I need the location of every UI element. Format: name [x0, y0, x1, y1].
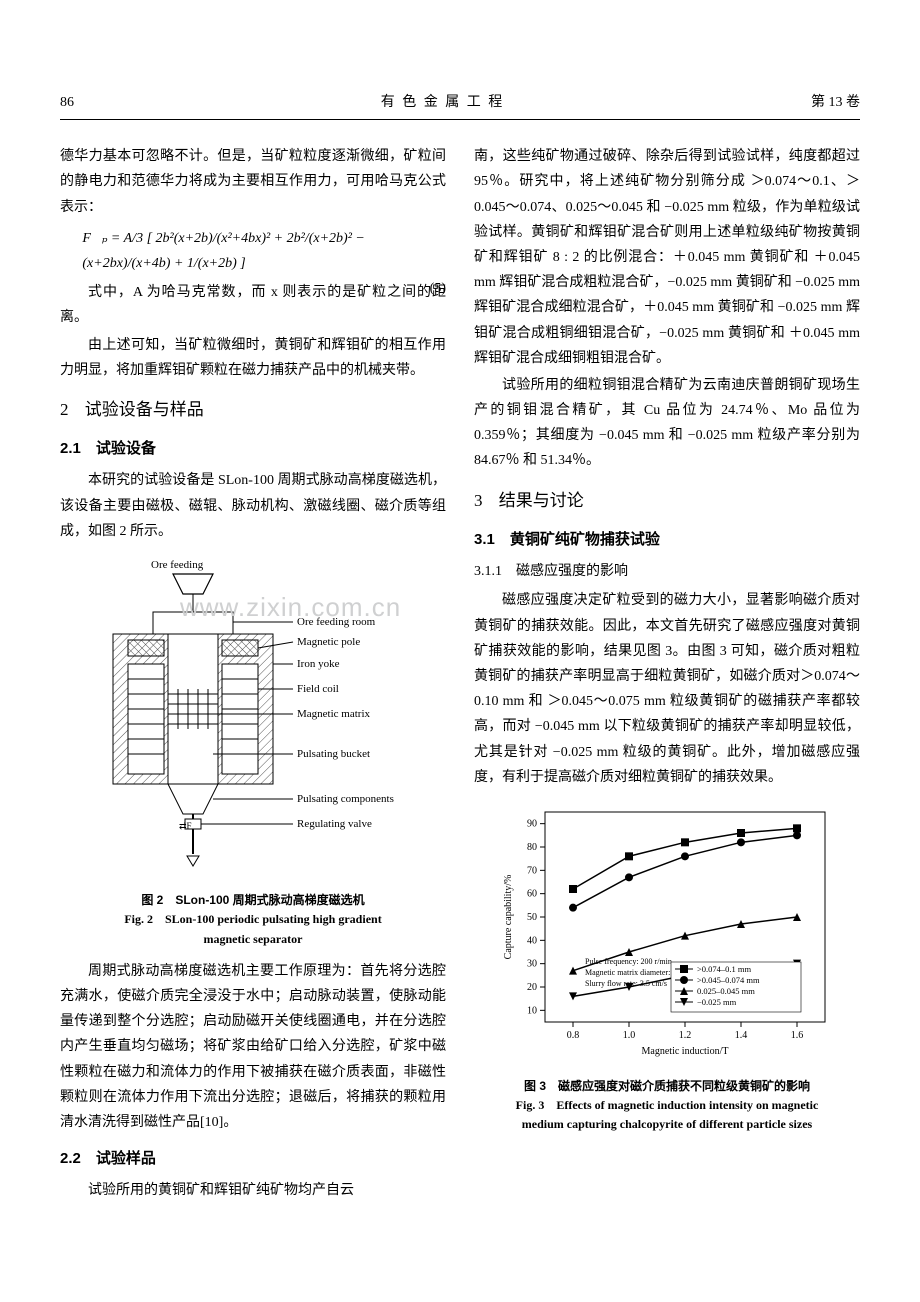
svg-text:1.6: 1.6: [791, 1030, 804, 1041]
fig2-label-3: Iron yoke: [297, 658, 340, 670]
caption-en-1: Fig. 3 Effects of magnetic induction int…: [474, 1096, 860, 1115]
caption-en-2: medium capturing chalcopyrite of differe…: [474, 1115, 860, 1134]
fig2-label-5: Magnetic matrix: [297, 708, 371, 720]
svg-text:1.2: 1.2: [679, 1030, 692, 1041]
fig2-label-0: Ore feeding: [151, 559, 204, 571]
svg-text:70: 70: [527, 865, 537, 876]
svg-text:40: 40: [527, 935, 537, 946]
figure-3: 0.8 1.0 1.2 1.4 1.6 10 20 30 40 50 60 70 80 90 Magneti…: [474, 800, 860, 1135]
figure-2-caption: 图 2 SLon-100 周期式脉动高梯度磁选机 Fig. 2 SLon-100…: [60, 891, 446, 949]
figure-3-caption: 图 3 磁感应强度对磁介质捕获不同粒级黄铜矿的影响 Fig. 3 Effects…: [474, 1077, 860, 1135]
paragraph: 本研究的试验设备是 SLon-100 周期式脉动高梯度磁选机，该设备主要由磁极、…: [60, 468, 446, 544]
subsection-3-1-heading: 3.1 黄铜矿纯矿物捕获试验: [474, 526, 860, 553]
section-2-heading: 2 试验设备与样品: [60, 395, 446, 426]
caption-cn: 图 2 SLon-100 周期式脉动高梯度磁选机: [60, 891, 446, 910]
right-column: 南，这些纯矿物通过破碎、除杂后得到试验试样，纯度都超过 95％。研究中，将上述纯…: [474, 144, 860, 1205]
fig2-label-1: Ore feeding room: [297, 616, 376, 628]
subsubsection-3-1-1-heading: 3.1.1 磁感应强度的影响: [474, 559, 860, 584]
section-3-heading: 3 结果与讨论: [474, 486, 860, 517]
caption-en-1: Fig. 2 SLon-100 periodic pulsating high …: [60, 910, 446, 929]
equation-5: F⃗ₚ = A/3 [ 2b²(x+2b)/(x²+4bx)² + 2b²/(x…: [82, 226, 446, 276]
paragraph: 式中，A 为哈马克常数，而 x 则表示的是矿粒之间的距离。: [60, 280, 446, 330]
svg-text:30: 30: [527, 959, 537, 970]
fig2-label-8: Regulating valve: [297, 818, 372, 830]
svg-text:80: 80: [527, 842, 537, 853]
svg-text:>0.074–0.1 mm: >0.074–0.1 mm: [697, 964, 752, 974]
subsection-2-2-heading: 2.2 试验样品: [60, 1145, 446, 1172]
fig2-label-4: Field coil: [297, 683, 339, 695]
paragraph: 由上述可知，当矿粒微细时，黄铜矿和辉钼矿的相互作用力明显，将加重辉钼矿颗粒在磁力…: [60, 333, 446, 383]
volume: 第 13 卷: [811, 90, 860, 115]
svg-text:>0.045–0.074 mm: >0.045–0.074 mm: [697, 975, 760, 985]
page-number: 86: [60, 90, 74, 115]
fig2-label-7: Pulsating components: [297, 793, 394, 805]
svg-text:0.025–0.045 mm: 0.025–0.045 mm: [697, 986, 755, 996]
svg-text:Magnetic induction/T: Magnetic induction/T: [642, 1046, 729, 1057]
svg-text:20: 20: [527, 982, 537, 993]
svg-text:1.4: 1.4: [735, 1030, 748, 1041]
section-number: 2: [60, 400, 69, 419]
figure-3-svg: 0.8 1.0 1.2 1.4 1.6 10 20 30 40 50 60 70 80 90 Magneti…: [497, 800, 837, 1060]
paragraph: 试验所用的黄铜矿和辉钼矿纯矿物均产自云: [60, 1178, 446, 1203]
paragraph: 周期式脉动高梯度磁选机主要工作原理为：首先将分选腔充满水，使磁介质完全浸没于水中…: [60, 959, 446, 1135]
paragraph: 德华力基本可忽略不计。但是，当矿粒粒度逐渐微细，矿粒间的静电力和范德华力将成为主…: [60, 144, 446, 220]
figure-2: www.zixin.com.cn: [60, 554, 446, 949]
svg-text:1.0: 1.0: [623, 1030, 636, 1041]
fig2-label-2: Magnetic pole: [297, 636, 360, 648]
svg-text:50: 50: [527, 912, 537, 923]
page-header: 86 有 色 金 属 工 程 第 13 卷: [60, 90, 860, 120]
section-title: 试验设备与样品: [85, 400, 204, 419]
svg-text:0.8: 0.8: [567, 1030, 580, 1041]
section-number: 3: [474, 491, 483, 510]
svg-text:Capture capability/%: Capture capability/%: [503, 875, 514, 960]
figure-2-svg: ⇄F Ore feeding Ore feeding room Magnetic…: [83, 554, 423, 874]
left-column: 德华力基本可忽略不计。但是，当矿粒粒度逐渐微细，矿粒间的静电力和范德华力将成为主…: [60, 144, 446, 1205]
subsection-2-1-heading: 2.1 试验设备: [60, 435, 446, 462]
section-title: 结果与讨论: [499, 491, 584, 510]
svg-text:60: 60: [527, 889, 537, 900]
svg-text:−0.025 mm: −0.025 mm: [697, 997, 737, 1007]
paragraph: 磁感应强度决定矿粒受到的磁力大小，显著影响磁介质对黄铜矿的捕获效能。因此，本文首…: [474, 588, 860, 790]
paragraph: 试验所用的细粒铜钼混合精矿为云南迪庆普朗铜矿现场生产的铜钼混合精矿，其 Cu 品…: [474, 373, 860, 474]
caption-cn: 图 3 磁感应强度对磁介质捕获不同粒级黄铜矿的影响: [474, 1077, 860, 1096]
fig2-label-6: Pulsating bucket: [297, 748, 370, 760]
equation-body: F⃗ₚ = A/3 [ 2b²(x+2b)/(x²+4bx)² + 2b²/(x…: [82, 231, 364, 271]
paragraph: 南，这些纯矿物通过破碎、除杂后得到试验试样，纯度都超过 95％。研究中，将上述纯…: [474, 144, 860, 371]
equation-number: (5): [430, 276, 446, 301]
svg-text:Slurry flow rate: 3.5 cm/s: Slurry flow rate: 3.5 cm/s: [585, 979, 667, 988]
svg-text:⇄F: ⇄F: [179, 821, 192, 831]
svg-text:90: 90: [527, 819, 537, 830]
caption-en-2: magnetic separator: [60, 930, 446, 949]
journal-title: 有 色 金 属 工 程: [381, 90, 505, 115]
svg-text:Pulse frequency: 200 r/min: Pulse frequency: 200 r/min: [585, 957, 672, 966]
two-column-layout: 德华力基本可忽略不计。但是，当矿粒粒度逐渐微细，矿粒间的静电力和范德华力将成为主…: [60, 144, 860, 1205]
svg-text:10: 10: [527, 1005, 537, 1016]
